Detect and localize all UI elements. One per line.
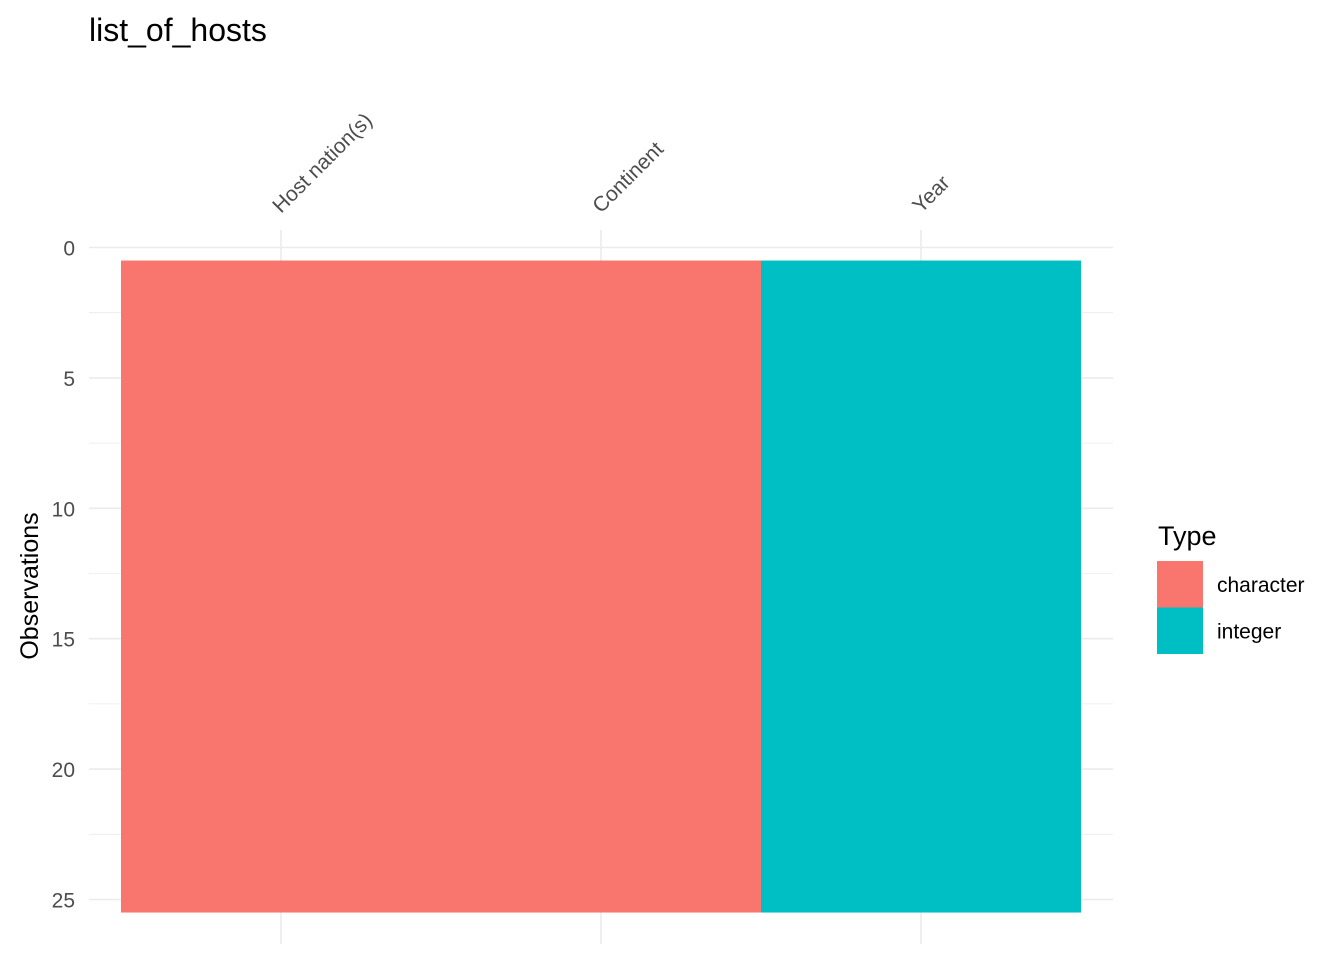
y-axis-label: Observations	[16, 512, 44, 659]
x-tick-label: Continent	[588, 138, 668, 218]
y-tick-label: 0	[63, 238, 75, 261]
y-tick-label: 10	[52, 498, 75, 521]
chart-title: list_of_hosts	[89, 12, 267, 48]
legend: Type character integer	[1157, 521, 1305, 654]
tile-integer	[761, 260, 1081, 913]
legend-key-integer	[1157, 607, 1203, 654]
legend-label: character	[1217, 574, 1305, 597]
x-tick-labels: Host nation(s) Continent Year	[268, 109, 954, 218]
tiles	[121, 260, 1081, 913]
y-tick-label: 15	[52, 629, 75, 652]
y-tick-label: 25	[52, 890, 75, 913]
x-tick-label: Host nation(s)	[268, 109, 377, 218]
legend-label: integer	[1217, 621, 1281, 644]
x-tick-label: Year	[908, 171, 954, 217]
y-tick-labels: 0 5 10 15 20 25	[52, 238, 75, 913]
tile-character	[121, 260, 761, 913]
y-tick-label: 20	[52, 759, 75, 782]
legend-title: Type	[1158, 521, 1217, 551]
y-tick-label: 5	[63, 368, 75, 391]
legend-key-character	[1157, 561, 1203, 608]
